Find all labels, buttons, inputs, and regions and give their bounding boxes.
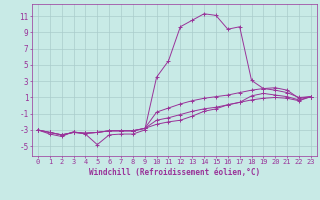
X-axis label: Windchill (Refroidissement éolien,°C): Windchill (Refroidissement éolien,°C) — [89, 168, 260, 177]
